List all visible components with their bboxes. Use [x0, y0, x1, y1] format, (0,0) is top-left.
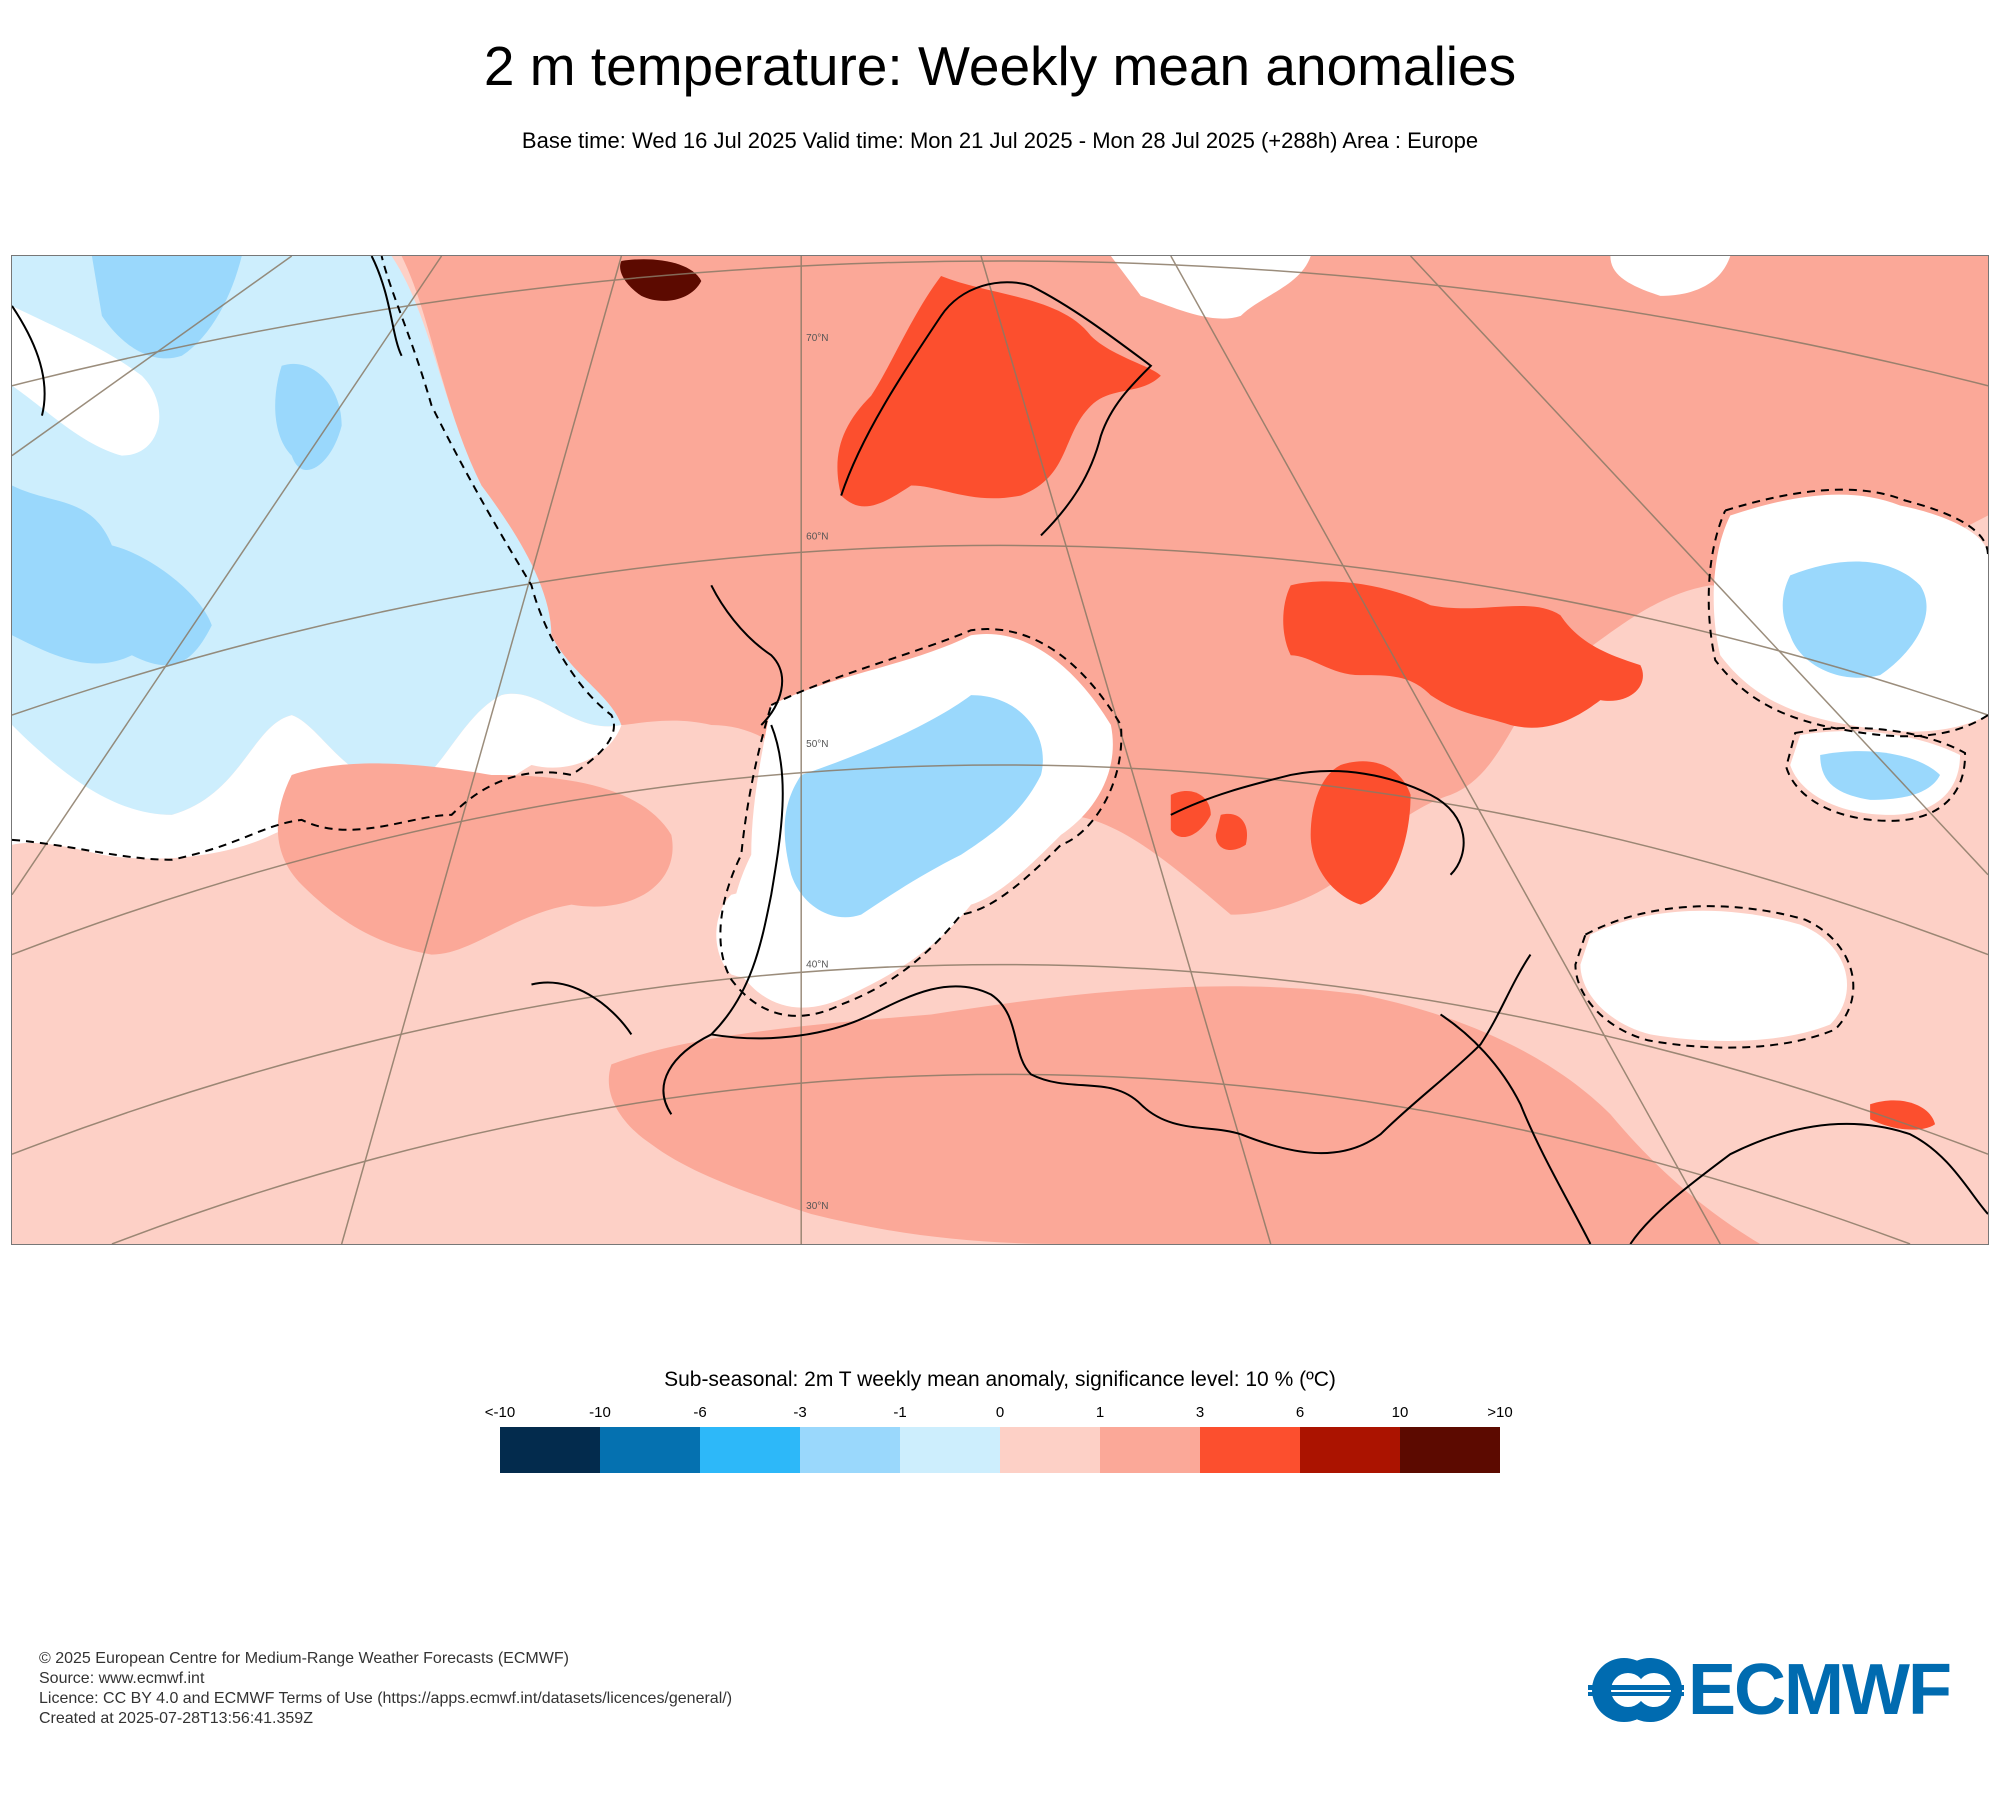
- legend-tick: -10: [589, 1404, 611, 1421]
- field-blue-atlantic: [12, 485, 212, 666]
- legend-swatch: [1300, 1427, 1400, 1473]
- footer: © 2025 European Centre for Medium-Range …: [39, 1649, 732, 1729]
- ecmwf-emblem-icon: [1588, 1658, 1684, 1722]
- legend-tick: <-10: [484, 1404, 516, 1421]
- lat-label-50: 50°N: [806, 739, 828, 750]
- legend-swatch: [1400, 1427, 1500, 1473]
- legend-tick: 0: [995, 1404, 1005, 1421]
- legend-swatch: [800, 1427, 900, 1473]
- source-line: Source: www.ecmwf.int: [39, 1670, 205, 1687]
- copyright-line: © 2025 European Centre for Medium-Range …: [39, 1650, 569, 1667]
- ecmwf-logo: ECMWF: [1588, 1650, 1968, 1730]
- lat-label-70: 70°N: [806, 333, 828, 344]
- legend-tick: -1: [893, 1404, 907, 1421]
- legend-tick: -6: [693, 1404, 707, 1421]
- legend-swatch: [1200, 1427, 1300, 1473]
- legend-swatch: [1100, 1427, 1200, 1473]
- legend-swatch: [900, 1427, 1000, 1473]
- created-line: Created at 2025-07-28T13:56:41.359Z: [39, 1710, 313, 1727]
- legend-swatch: [700, 1427, 800, 1473]
- graticule: [12, 256, 1988, 1244]
- color-bar: [500, 1427, 1500, 1473]
- lat-label-30: 30°N: [806, 1201, 828, 1212]
- lat-label-40: 40°N: [806, 960, 828, 971]
- field-middle-east-white: [1580, 910, 1848, 1041]
- legend-tick: 6: [1295, 1404, 1305, 1421]
- field-central-europe-blue: [784, 695, 1043, 918]
- field-east-europe-hot: [1283, 581, 1643, 728]
- field-north-africa-warm: [608, 986, 1761, 1244]
- map-canvas: 70°N 60°N 50°N 40°N 30°N: [12, 256, 1988, 1244]
- coastlines: [12, 256, 1988, 1244]
- ecmwf-wordmark: ECMWF: [1688, 1650, 1952, 1730]
- legend-tick: 1: [1095, 1404, 1105, 1421]
- field-scandinavia-hot: [837, 275, 1161, 507]
- significance-contours: [12, 256, 1988, 1049]
- licence-line: Licence: CC BY 4.0 and ECMWF Terms of Us…: [39, 1690, 733, 1707]
- legend-tick: -3: [793, 1404, 807, 1421]
- legend-tick: 10: [1391, 1404, 1409, 1421]
- legend-swatch: [1000, 1427, 1100, 1473]
- legend-tick: >10: [1487, 1404, 1513, 1421]
- lat-label-60: 60°N: [806, 531, 828, 542]
- legend-swatch: [600, 1427, 700, 1473]
- legend-swatch: [500, 1427, 600, 1473]
- field-cold-atlantic: [12, 256, 622, 815]
- page-title: 2 m temperature: Weekly mean anomalies: [483, 35, 1517, 97]
- anomaly-map[interactable]: 70°N 60°N 50°N 40°N 30°N: [11, 255, 1989, 1245]
- legend-tick: 3: [1195, 1404, 1205, 1421]
- latitude-labels: 70°N 60°N 50°N 40°N 30°N: [806, 333, 828, 1212]
- legend-title: Sub-seasonal: 2m T weekly mean anomaly, …: [664, 1368, 1336, 1391]
- page-subtitle: Base time: Wed 16 Jul 2025 Valid time: M…: [521, 128, 1479, 153]
